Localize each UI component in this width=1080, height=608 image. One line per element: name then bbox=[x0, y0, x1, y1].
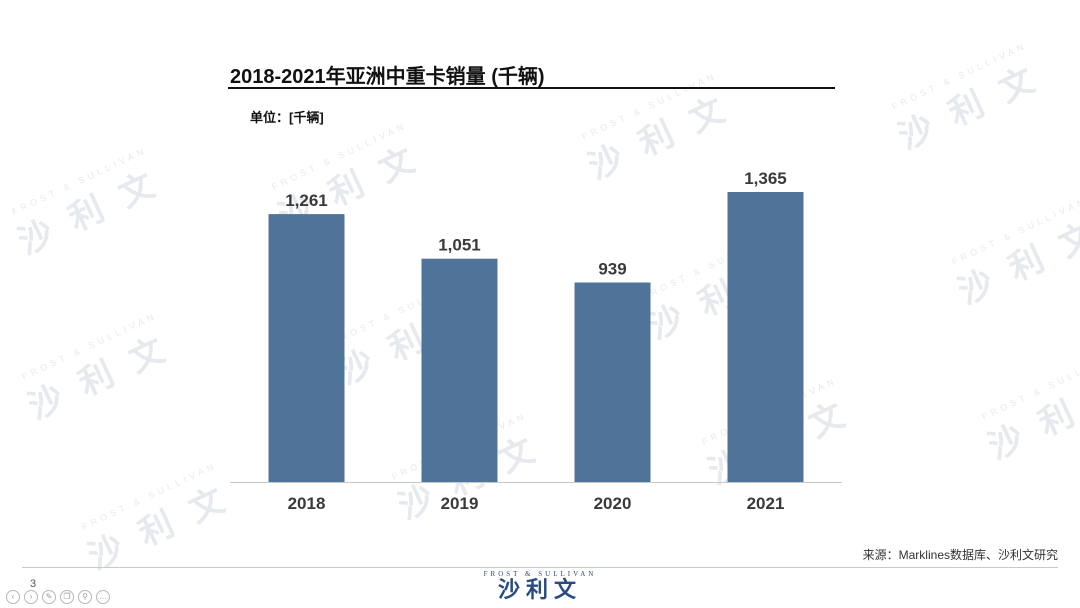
x-tick-label-2020: 2020 bbox=[594, 494, 632, 513]
chart-title: 2018-2021年亚洲中重卡销量 (千辆) bbox=[230, 66, 545, 88]
next-icon[interactable]: › bbox=[24, 590, 38, 604]
data-label-2021: 1,365 bbox=[744, 169, 787, 188]
x-tick-label-2021: 2021 bbox=[747, 494, 785, 513]
zoom-icon[interactable]: ⚲ bbox=[78, 590, 92, 604]
logo-text-cn: 沙利文 bbox=[497, 577, 582, 602]
slide-toolbar: ‹ › ✎ ❐ ⚲ … bbox=[6, 590, 110, 604]
data-label-2019: 1,051 bbox=[438, 236, 481, 255]
unit-label: 单位：[千辆] bbox=[250, 110, 324, 125]
title-divider bbox=[228, 87, 835, 89]
logo-text-en: FROST & SULLIVAN bbox=[483, 570, 597, 578]
frost-sullivan-logo: FROST & SULLIVAN 沙利文 bbox=[470, 570, 610, 602]
bar-2021 bbox=[727, 192, 804, 482]
source-note: 来源：Marklines数据库、沙利文研究 bbox=[862, 548, 1058, 562]
bar-2019 bbox=[421, 258, 498, 482]
bar-2020 bbox=[574, 282, 651, 482]
x-tick-label-2019: 2019 bbox=[441, 494, 479, 513]
more-icon[interactable]: … bbox=[96, 590, 110, 604]
edit-icon[interactable]: ✎ bbox=[42, 590, 56, 604]
bar-2018 bbox=[268, 214, 345, 482]
copy-icon[interactable]: ❐ bbox=[60, 590, 74, 604]
data-label-2018: 1,261 bbox=[285, 191, 328, 210]
prev-icon[interactable]: ‹ bbox=[6, 590, 20, 604]
data-label-2020: 939 bbox=[598, 260, 626, 279]
x-tick-label-2018: 2018 bbox=[288, 494, 326, 513]
page-number: 3 bbox=[30, 578, 37, 590]
footer-divider bbox=[22, 567, 1058, 568]
